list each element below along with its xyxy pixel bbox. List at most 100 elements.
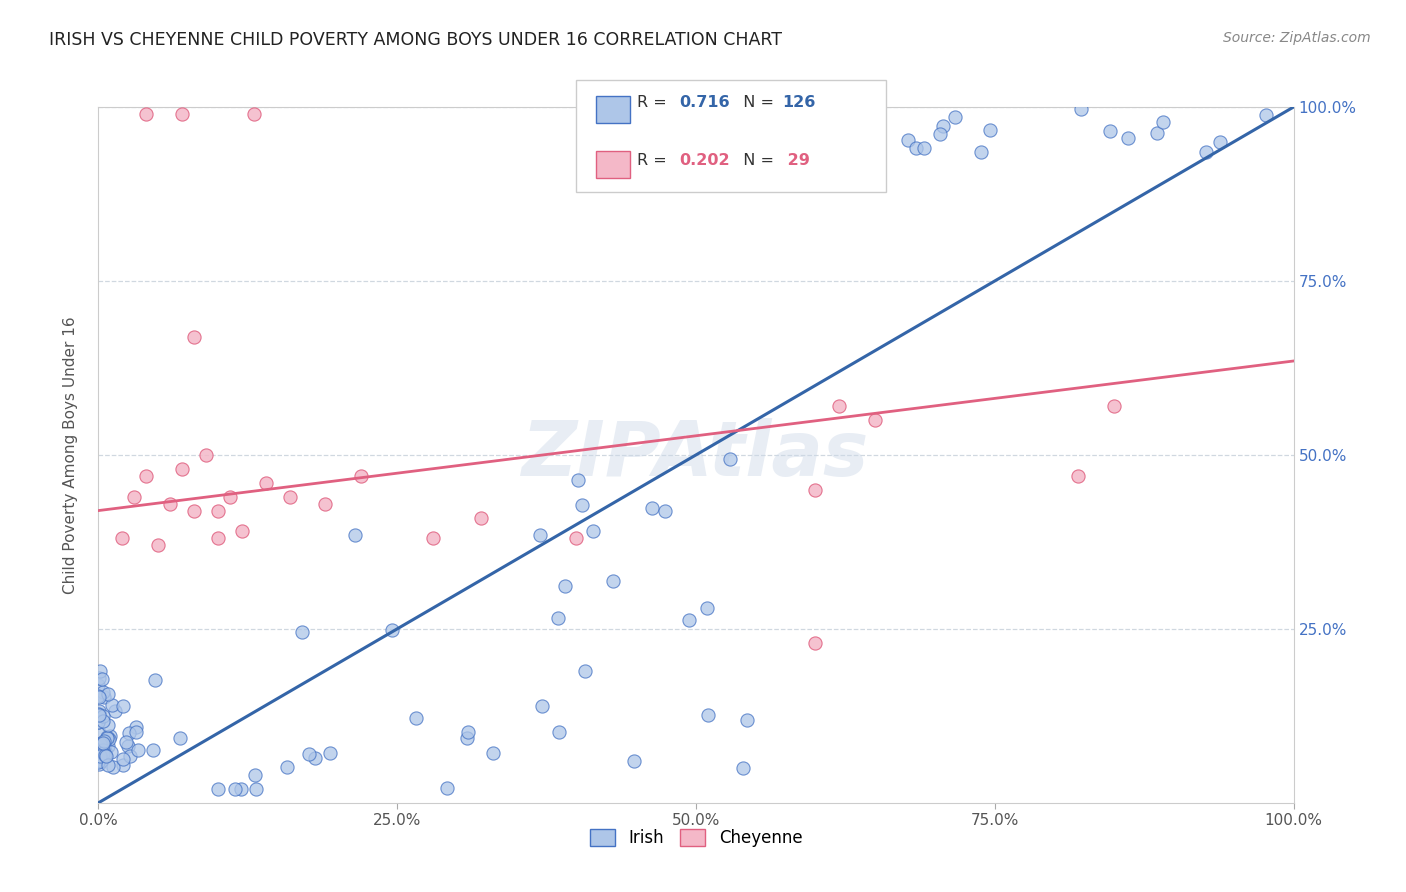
Point xyxy=(865,413,887,427)
Point xyxy=(115,734,138,748)
Point xyxy=(97,717,120,731)
Point xyxy=(582,524,605,539)
Point xyxy=(804,483,827,497)
Point xyxy=(943,110,966,124)
Point xyxy=(851,122,873,136)
Point xyxy=(298,747,321,761)
Point xyxy=(1099,124,1122,138)
Point xyxy=(89,750,111,764)
Point xyxy=(104,704,127,718)
Point xyxy=(183,329,205,343)
Point xyxy=(125,724,148,739)
Point xyxy=(87,714,110,729)
Point xyxy=(127,742,149,756)
Text: 0.202: 0.202 xyxy=(679,153,730,169)
Point xyxy=(97,739,120,753)
Point xyxy=(89,737,111,751)
Point xyxy=(87,755,110,769)
Point xyxy=(207,781,229,796)
Point xyxy=(678,107,700,121)
Point xyxy=(470,510,492,524)
Point xyxy=(87,708,110,723)
Point xyxy=(87,707,110,722)
Point xyxy=(1070,102,1092,116)
Point xyxy=(87,690,110,705)
Point xyxy=(315,497,337,511)
Point xyxy=(124,490,146,504)
Point xyxy=(278,490,301,504)
Point xyxy=(207,532,229,546)
Point xyxy=(231,781,253,796)
Point xyxy=(207,503,229,517)
Point xyxy=(91,743,114,757)
Point xyxy=(87,704,110,718)
Point xyxy=(93,736,115,750)
Point xyxy=(1104,399,1126,413)
Point xyxy=(456,731,478,746)
Text: R =: R = xyxy=(637,95,672,111)
Point xyxy=(87,689,110,703)
Point xyxy=(94,748,117,763)
Text: R =: R = xyxy=(637,153,672,169)
Point xyxy=(319,746,342,760)
Point xyxy=(834,123,856,137)
Point xyxy=(90,736,112,750)
Point xyxy=(1146,126,1168,140)
Point xyxy=(89,727,111,741)
Point xyxy=(100,745,122,759)
Point xyxy=(547,611,569,625)
Point xyxy=(725,113,748,128)
Point xyxy=(98,729,121,743)
Point xyxy=(245,781,267,796)
Point xyxy=(125,720,148,734)
Point xyxy=(436,780,458,795)
Point xyxy=(89,671,111,685)
Point xyxy=(1195,145,1218,159)
Point xyxy=(101,698,124,712)
Point xyxy=(905,141,928,155)
Point xyxy=(117,739,139,753)
Point xyxy=(142,743,165,757)
Text: 126: 126 xyxy=(782,95,815,111)
Point xyxy=(641,500,664,515)
Point xyxy=(565,532,588,546)
Point xyxy=(761,146,783,161)
Y-axis label: Child Poverty Among Boys Under 16: Child Poverty Among Boys Under 16 xyxy=(63,316,77,594)
Point xyxy=(195,448,218,462)
Point xyxy=(696,707,718,722)
Point xyxy=(804,636,827,650)
Point xyxy=(1067,468,1090,483)
Point xyxy=(344,528,367,542)
Point xyxy=(90,754,112,768)
Point xyxy=(224,781,246,796)
Point xyxy=(678,613,700,627)
Point xyxy=(97,758,120,772)
Point xyxy=(135,107,157,121)
Point xyxy=(91,750,114,764)
Point xyxy=(148,538,170,552)
Point xyxy=(89,665,111,679)
Point xyxy=(91,685,114,699)
Point xyxy=(742,111,765,125)
Point xyxy=(1152,115,1174,129)
Point xyxy=(91,714,114,729)
Point xyxy=(405,711,427,725)
Point xyxy=(103,760,125,774)
Text: IRISH VS CHEYENNE CHILD POVERTY AMONG BOYS UNDER 16 CORRELATION CHART: IRISH VS CHEYENNE CHILD POVERTY AMONG BO… xyxy=(49,31,782,49)
Point xyxy=(422,532,444,546)
Point xyxy=(350,468,373,483)
Point xyxy=(96,731,118,745)
Point xyxy=(91,709,114,723)
Point xyxy=(1209,135,1232,149)
Point xyxy=(172,107,194,121)
Point xyxy=(790,128,813,142)
Point xyxy=(758,148,780,162)
Point xyxy=(87,757,110,772)
Text: N =: N = xyxy=(733,153,779,169)
Point xyxy=(89,742,111,756)
Point xyxy=(112,758,135,772)
Point xyxy=(571,498,593,512)
Point xyxy=(623,754,645,768)
Point xyxy=(169,731,191,746)
Point xyxy=(291,625,314,640)
